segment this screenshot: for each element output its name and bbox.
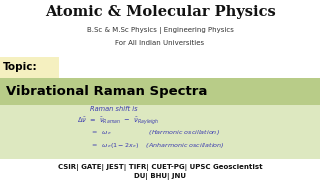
Text: Raman shift is: Raman shift is [90,106,137,112]
Text: For All Indian Universities: For All Indian Universities [116,40,204,46]
Text: DU| BHU| JNU: DU| BHU| JNU [134,173,186,179]
FancyBboxPatch shape [0,105,320,159]
Text: $=$  $\omega_e$                   (Harmonic oscillation): $=$ $\omega_e$ (Harmonic oscillation) [90,128,220,137]
Text: $\Delta\bar{\nu}$  =  $\bar{\nu}_{Raman}$  $-$  $\bar{\nu}_{Rayleigh}$: $\Delta\bar{\nu}$ = $\bar{\nu}_{Raman}$ … [77,115,159,127]
FancyBboxPatch shape [0,0,320,57]
Text: Atomic & Molecular Physics: Atomic & Molecular Physics [44,5,276,19]
Text: B.Sc & M.Sc Physics | Engineering Physics: B.Sc & M.Sc Physics | Engineering Physic… [87,27,233,34]
Text: CSIR| GATE| JEST| TIFR| CUET-PG| UPSC Geoscientist: CSIR| GATE| JEST| TIFR| CUET-PG| UPSC Ge… [58,164,262,170]
FancyBboxPatch shape [0,78,320,105]
FancyBboxPatch shape [0,159,320,180]
Text: $=$  $\omega_e(1-2x_e)$    (Anharmonic oscillation): $=$ $\omega_e(1-2x_e)$ (Anharmonic oscil… [90,141,224,150]
FancyBboxPatch shape [0,57,59,78]
Text: Topic:: Topic: [3,62,38,73]
Text: Vibrational Raman Spectra: Vibrational Raman Spectra [6,85,208,98]
